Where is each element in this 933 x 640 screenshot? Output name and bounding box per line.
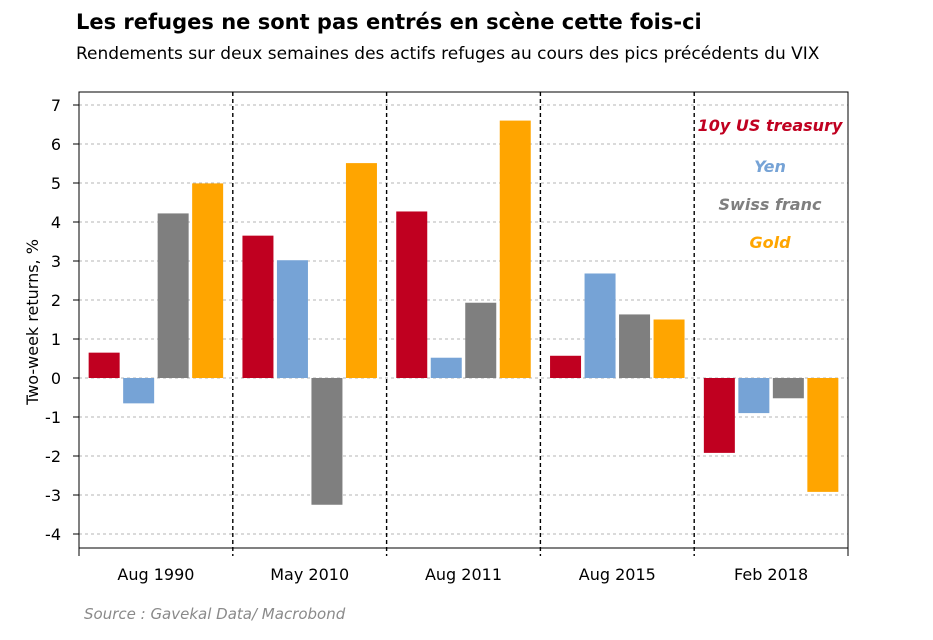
chart-subtitle: Rendements sur deux semaines des actifs … [76,44,820,64]
bar-swiss-franc-aug-2015 [619,314,651,378]
y-tick-label: 5 [51,174,61,193]
bar-gold-aug-1990 [192,183,224,378]
y-tick-label: 3 [51,252,61,271]
x-category-label: Aug 2015 [579,565,656,584]
y-tick-label: -4 [45,525,61,544]
bar-10y-us-treasury-aug-1990 [88,352,120,378]
bar-yen-aug-2011 [430,357,462,378]
legend-entry-yen: Yen [754,157,786,176]
bar-yen-aug-2015 [584,273,616,378]
y-tick-label: 0 [51,369,61,388]
y-tick-label: 1 [51,330,61,349]
plot-frame [78,91,849,549]
bar-gold-may-2010 [345,163,377,378]
bar-10y-us-treasury-aug-2015 [550,355,582,378]
bar-gold-aug-2011 [499,120,531,378]
bar-10y-us-treasury-feb-2018 [703,378,735,453]
y-tick-label: 2 [51,291,61,310]
bar-10y-us-treasury-aug-2011 [396,211,428,378]
bar-swiss-franc-aug-1990 [157,213,189,378]
source-note: Source : Gavekal Data/ Macrobond [84,605,346,623]
bar-swiss-franc-feb-2018 [772,378,804,399]
bar-yen-may-2010 [276,260,308,378]
x-category-label: Feb 2018 [734,565,808,584]
y-tick-label: 7 [51,96,61,115]
y-tick-label: 4 [51,213,61,232]
bar-swiss-franc-aug-2011 [465,302,497,378]
y-tick-label: -3 [45,486,61,505]
bar-swiss-franc-may-2010 [311,378,343,505]
x-category-label: Aug 2011 [425,565,502,584]
y-tick-label: -2 [45,447,61,466]
bar-gold-aug-2015 [653,319,685,378]
bar-yen-feb-2018 [738,378,770,414]
bar-gold-feb-2018 [807,378,839,492]
x-category-label: May 2010 [270,565,349,584]
y-axis-title: Two-week returns, % [23,239,42,406]
legend-entry-gold: Gold [749,233,791,252]
y-tick-label: -1 [45,408,61,427]
legend-entry-swiss-franc: Swiss franc [719,195,822,214]
legend-entry-10y-us-treasury: 10y US treasury [698,116,843,135]
bar-yen-aug-1990 [123,378,155,404]
x-category-label: Aug 1990 [117,565,194,584]
bar-10y-us-treasury-may-2010 [242,235,274,378]
chart-title: Les refuges ne sont pas entrés en scène … [76,10,702,34]
y-tick-label: 6 [51,135,61,154]
